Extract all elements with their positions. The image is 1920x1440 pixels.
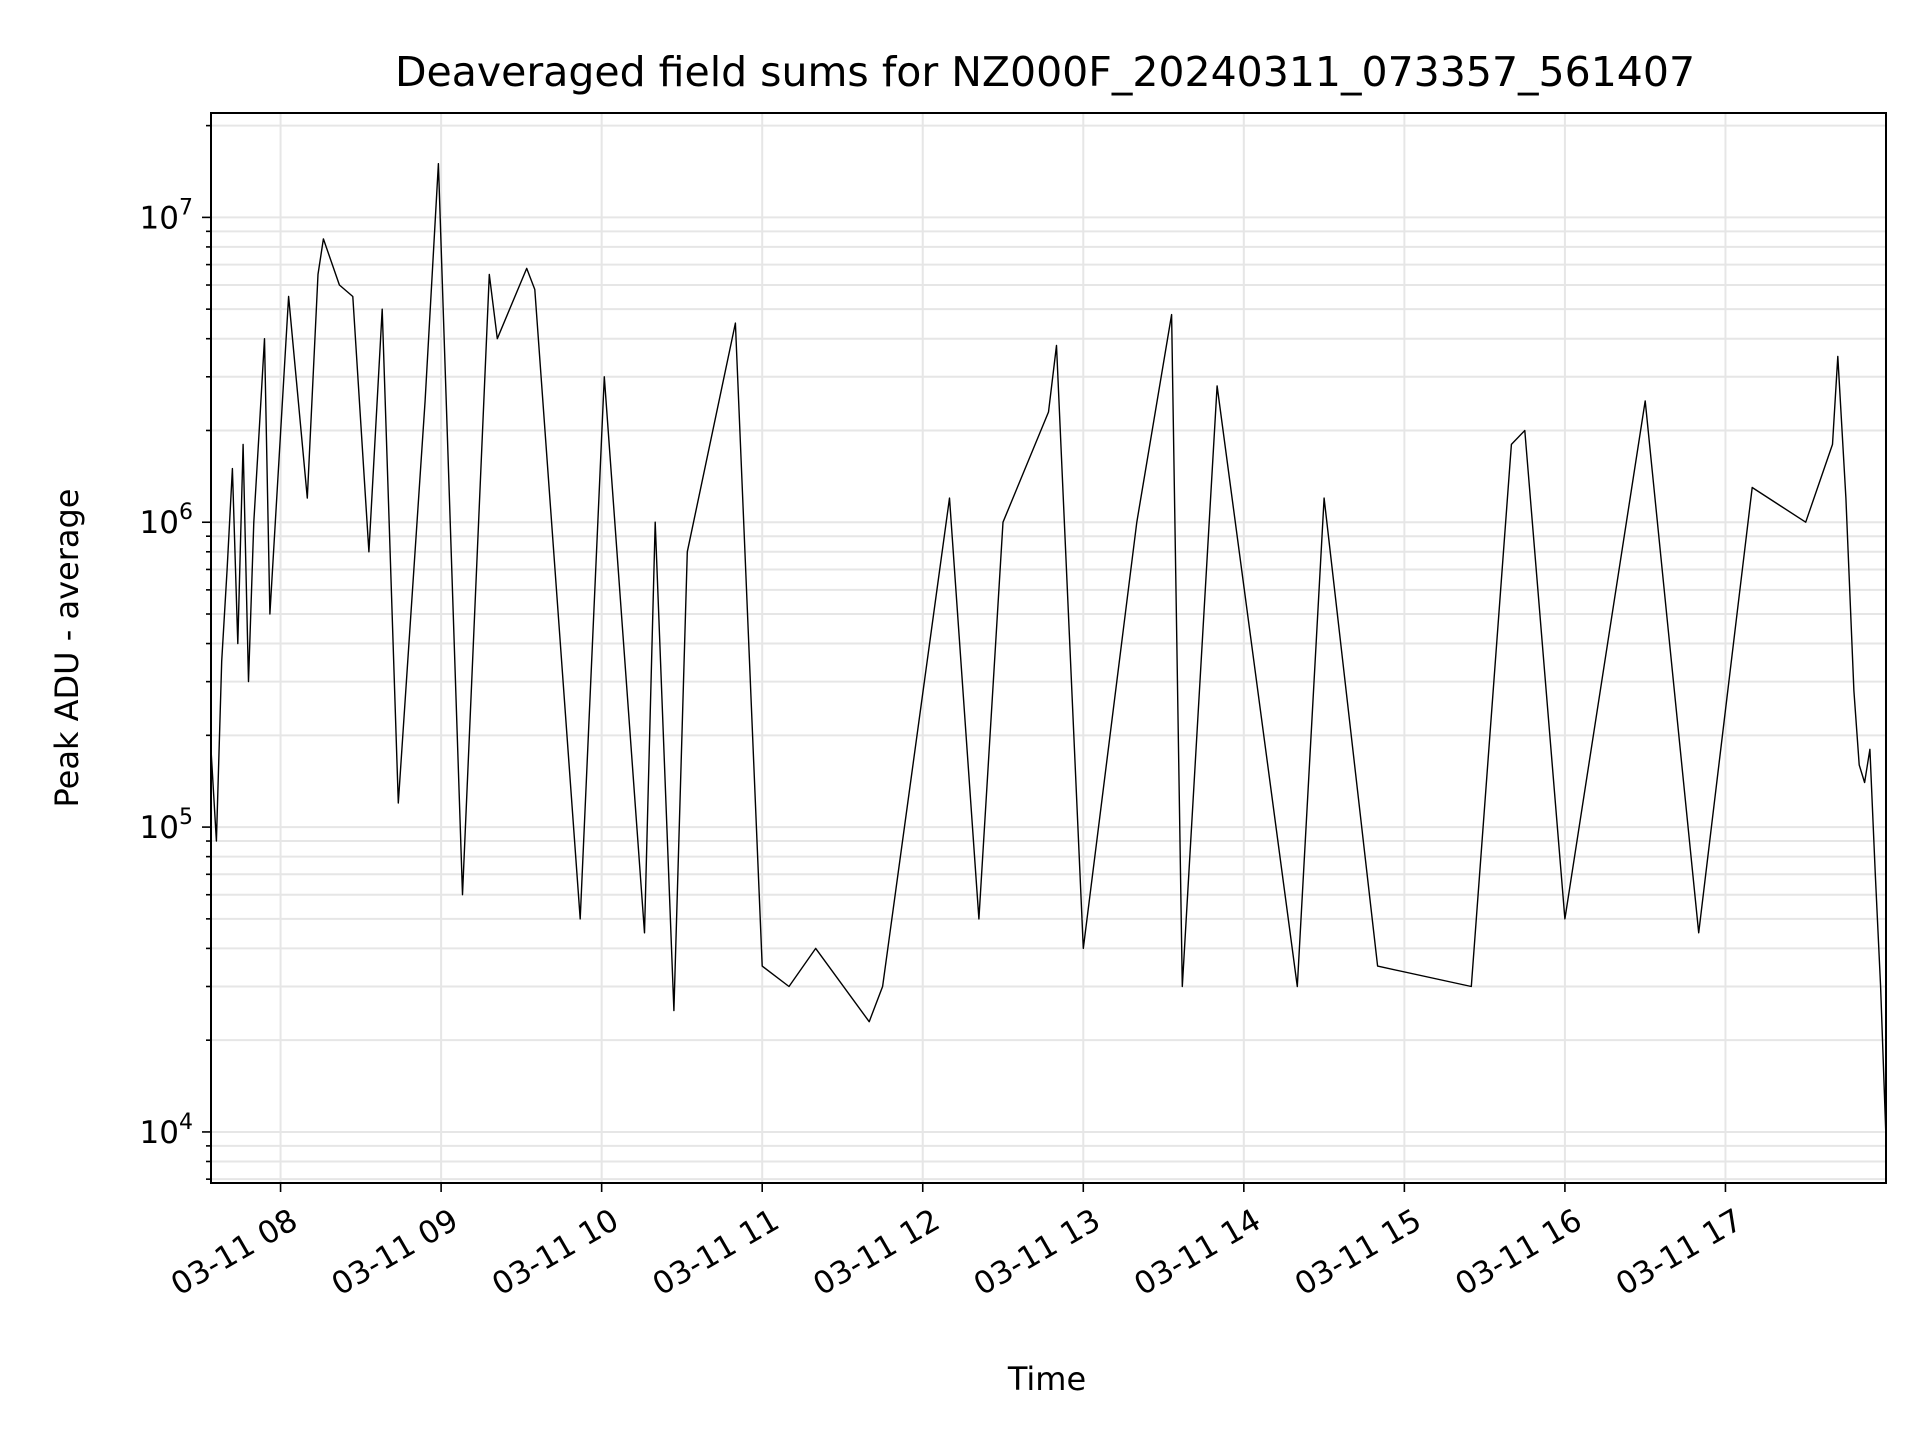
x-tick-label: 03-11 16 xyxy=(1449,1202,1588,1303)
x-tick-label: 03-11 15 xyxy=(1289,1202,1428,1303)
y-tick-label: 107 xyxy=(140,195,193,236)
y-tick-label: 106 xyxy=(140,500,193,541)
series-line xyxy=(210,162,1887,1139)
plot-area xyxy=(210,162,1887,1139)
x-tick-label: 03-11 11 xyxy=(647,1202,786,1303)
x-tick-label: 03-11 17 xyxy=(1610,1202,1749,1303)
x-tick-label: 03-11 14 xyxy=(1128,1202,1267,1303)
y-tick-label: 105 xyxy=(140,805,193,846)
x-axis-label: Time xyxy=(1007,1360,1086,1398)
x-tick-label: 03-11 10 xyxy=(486,1202,625,1303)
x-tick-label: 03-11 09 xyxy=(326,1202,465,1303)
x-tick-label: 03-11 13 xyxy=(968,1202,1107,1303)
y-axis: 104 105 106 107 xyxy=(140,124,211,1180)
y-axis-label: Peak ADU - average xyxy=(48,489,86,808)
x-tick-label: 03-11 12 xyxy=(807,1202,946,1303)
y-tick-label: 104 xyxy=(140,1110,193,1151)
chart-title: Deaveraged field sums for NZ000F_2024031… xyxy=(395,48,1695,96)
x-tick-label: 03-11 08 xyxy=(165,1202,304,1303)
grid xyxy=(211,113,1886,1183)
plot-frame xyxy=(210,112,1887,1184)
x-axis: 03-11 08 03-11 09 03-11 10 03-11 11 03-11 12… xyxy=(165,1183,1749,1303)
